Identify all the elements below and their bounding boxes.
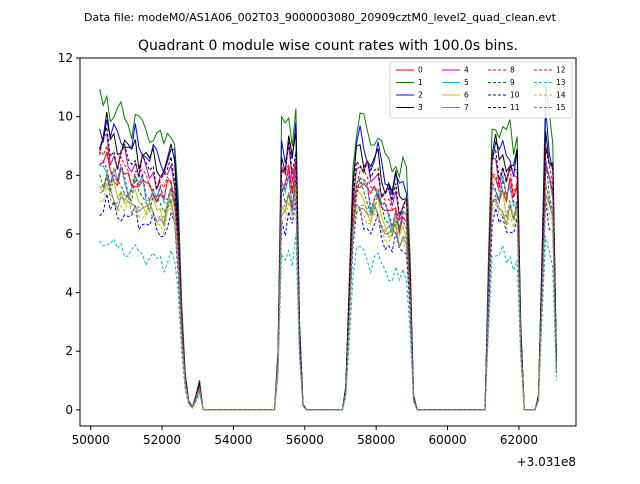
- series-line-15: [99, 175, 557, 411]
- x-tick-label: 60000: [428, 433, 466, 447]
- legend-label-12: 12: [556, 66, 566, 75]
- legend-label-4: 4: [464, 66, 469, 75]
- series-line-12: [99, 159, 557, 411]
- series-line-1: [99, 84, 557, 411]
- y-tick-label: 6: [65, 227, 73, 241]
- axes-frame: [79, 57, 577, 427]
- y-tick-label: 2: [65, 344, 73, 358]
- legend-label-14: 14: [556, 91, 566, 100]
- legend-label-15: 15: [556, 103, 566, 112]
- x-tick-label: 56000: [286, 433, 324, 447]
- x-tick-label: 52000: [143, 433, 181, 447]
- y-tick-label: 10: [58, 110, 73, 124]
- axis-ticks: 50000 52000 54000 56000 58000 60000 62000 0 2 4 6 8…: [58, 51, 538, 447]
- y-tick-label: 12: [58, 51, 73, 65]
- legend-label-2: 2: [418, 91, 423, 100]
- y-tick-label: 8: [65, 168, 73, 182]
- y-tick-label: 4: [65, 286, 73, 300]
- x-tick-label: 54000: [214, 433, 252, 447]
- legend-label-9: 9: [510, 78, 515, 87]
- chart-title: Quadrant 0 module wise count rates with …: [138, 38, 518, 54]
- legend-label-10: 10: [510, 91, 520, 100]
- x-tick-label: 58000: [357, 433, 395, 447]
- chart-suptitle: Data file: modeM0/AS1A06_002T03_90000030…: [84, 11, 557, 24]
- x-offset-label: +3.031e8: [517, 455, 576, 469]
- x-tick-label: 62000: [500, 433, 538, 447]
- x-tick-label: 50000: [72, 433, 110, 447]
- legend-label-7: 7: [464, 103, 469, 112]
- legend-label-11: 11: [510, 103, 520, 112]
- legend-label-13: 13: [556, 78, 566, 87]
- legend-label-5: 5: [464, 78, 469, 87]
- y-tick-label: 0: [65, 403, 73, 417]
- plot-area: [99, 84, 557, 411]
- legend-label-0: 0: [418, 66, 423, 75]
- legend-label-6: 6: [464, 91, 469, 100]
- legend-label-8: 8: [510, 66, 515, 75]
- legend-label-1: 1: [418, 78, 423, 87]
- legend-label-3: 3: [418, 103, 423, 112]
- legend-box: [389, 61, 573, 119]
